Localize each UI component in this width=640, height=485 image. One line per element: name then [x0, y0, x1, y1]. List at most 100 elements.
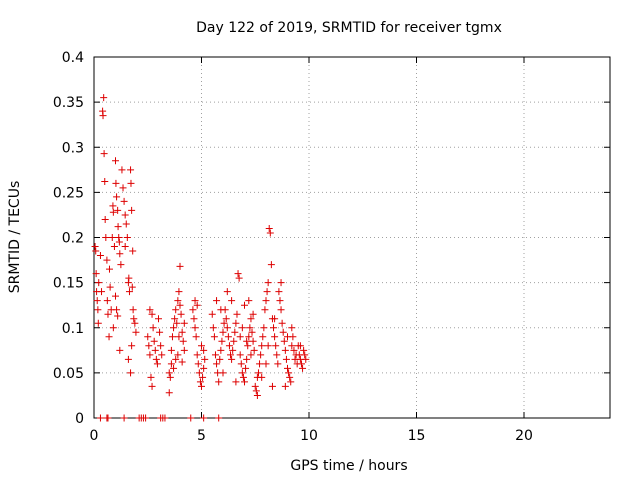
data-point — [110, 243, 118, 251]
data-point — [176, 301, 184, 309]
data-point — [196, 378, 204, 386]
data-point — [217, 306, 225, 314]
data-point — [151, 346, 159, 354]
data-point — [248, 328, 256, 336]
data-point — [210, 333, 218, 341]
data-point — [120, 197, 128, 205]
data-point — [119, 184, 127, 192]
data-point — [253, 391, 261, 399]
data-point — [238, 324, 246, 332]
data-point — [109, 324, 117, 332]
data-point — [99, 112, 107, 120]
data-point — [222, 315, 230, 323]
data-point — [128, 283, 136, 291]
data-point — [96, 252, 104, 260]
data-point — [281, 382, 289, 390]
data-point — [230, 337, 238, 345]
data-point — [128, 206, 136, 214]
data-point — [282, 355, 290, 363]
data-point — [219, 369, 227, 377]
data-point — [234, 270, 242, 278]
data-point — [228, 355, 236, 363]
data-point — [175, 288, 183, 296]
data-point — [104, 310, 112, 318]
data-point — [96, 414, 104, 422]
data-point — [280, 337, 288, 345]
data-point — [199, 373, 207, 381]
data-point — [180, 346, 188, 354]
data-point — [165, 369, 173, 377]
data-point — [236, 333, 244, 341]
data-point — [249, 310, 257, 318]
data-point — [200, 346, 208, 354]
data-point — [284, 333, 291, 341]
data-point — [142, 414, 150, 422]
data-point — [190, 315, 198, 323]
data-points — [91, 94, 310, 422]
x-axis-label: GPS time / hours — [290, 458, 407, 474]
data-point — [223, 288, 231, 296]
data-point — [275, 288, 283, 296]
data-point — [122, 220, 130, 228]
data-point — [220, 319, 228, 327]
data-point — [127, 179, 135, 187]
data-point — [213, 297, 221, 305]
data-point — [128, 342, 136, 350]
data-point — [216, 355, 224, 363]
data-point — [277, 279, 285, 287]
y-tick-label: 0.1 — [62, 321, 84, 337]
data-point — [286, 373, 294, 381]
data-point — [195, 369, 203, 377]
data-point — [239, 373, 247, 381]
data-point — [127, 166, 135, 174]
data-point — [114, 312, 122, 320]
data-point — [264, 342, 272, 350]
data-point — [189, 306, 197, 314]
data-point — [288, 342, 296, 350]
data-point — [256, 360, 264, 368]
data-point — [161, 414, 169, 422]
data-point — [241, 301, 248, 309]
data-point — [116, 346, 124, 354]
data-point — [193, 301, 201, 309]
data-point — [235, 274, 243, 282]
data-point — [147, 373, 155, 381]
data-point — [156, 328, 164, 336]
data-point — [270, 324, 278, 332]
data-point — [244, 342, 252, 350]
data-point — [152, 355, 160, 363]
data-point — [125, 274, 133, 282]
data-point — [173, 319, 181, 327]
data-point — [245, 297, 253, 305]
data-point — [91, 243, 99, 251]
data-point — [145, 342, 153, 350]
data-point — [251, 382, 259, 390]
data-point — [187, 414, 195, 422]
data-point — [208, 310, 216, 318]
data-point — [247, 315, 255, 323]
data-point — [301, 351, 309, 359]
data-point — [260, 324, 268, 332]
data-point — [194, 360, 202, 368]
data-point — [242, 364, 250, 372]
data-point — [279, 328, 287, 336]
data-point — [285, 369, 293, 377]
data-point — [103, 297, 111, 305]
data-point — [200, 364, 208, 372]
y-tick-label: 0.3 — [62, 140, 84, 156]
data-point — [175, 333, 183, 341]
data-point — [258, 342, 266, 350]
data-point — [114, 206, 122, 214]
data-point — [179, 337, 187, 345]
data-point — [115, 234, 123, 241]
data-point — [109, 202, 117, 210]
data-point — [120, 414, 128, 422]
data-point — [124, 355, 132, 363]
data-point — [290, 346, 298, 354]
data-point — [254, 369, 262, 377]
grid-lines — [94, 57, 610, 418]
x-tick-label: 10 — [300, 428, 318, 444]
data-point — [267, 261, 275, 269]
